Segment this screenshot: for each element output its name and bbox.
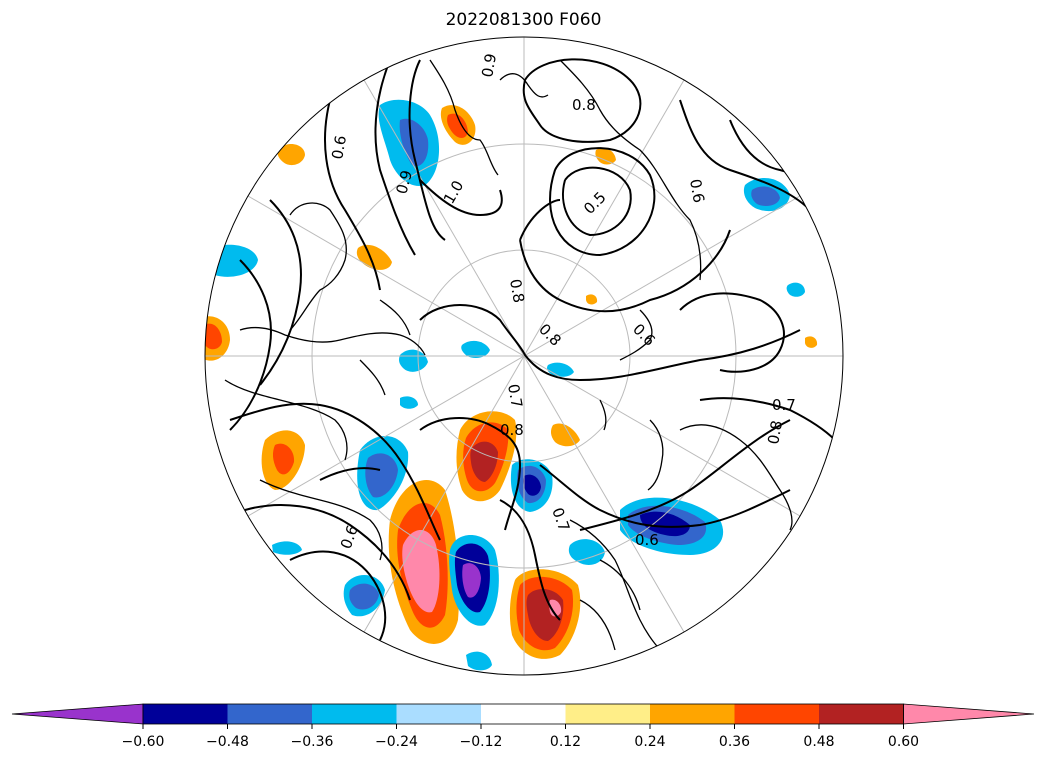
coastline <box>259 479 383 561</box>
contour-label: 0.7 <box>504 383 526 410</box>
contour-line <box>324 99 381 291</box>
colorbar-tick-label: −0.60 <box>122 734 165 750</box>
contour-label: 0.7 <box>772 396 796 414</box>
anomaly-patch-negative <box>568 539 605 565</box>
colorbar-tick-label: −0.36 <box>291 734 334 750</box>
coastline <box>559 59 702 281</box>
anomaly-patch-positive <box>805 336 818 348</box>
colorbar-ticks: −0.60 −0.48 −0.36 −0.24 −0.12 0.12 0.24 0.36 0.4… <box>122 724 919 750</box>
contour-label: 0.6 <box>635 531 659 549</box>
contour-line <box>679 292 785 373</box>
contour-line <box>522 58 642 143</box>
colorbar-extend-low <box>11 703 144 725</box>
anomaly-patch-negative <box>640 511 690 537</box>
contour-label: 0.9 <box>478 52 500 79</box>
contour-line <box>319 467 561 621</box>
colorbar-extend-high <box>903 703 1035 725</box>
contour-line <box>579 419 791 531</box>
coastline <box>647 419 664 491</box>
coastline <box>579 559 641 651</box>
contour-line <box>374 59 416 256</box>
contour-line <box>229 259 272 431</box>
colorbar-tick-label: −0.48 <box>206 734 249 750</box>
colorbar-tick-label: 0.48 <box>803 734 834 750</box>
graticule <box>205 37 843 675</box>
coastline <box>359 299 411 396</box>
colorbar-box <box>143 704 228 724</box>
contour-line <box>229 402 441 541</box>
coastline <box>679 424 793 531</box>
anomaly-patch-positive <box>549 599 562 617</box>
meridian-line <box>247 195 801 517</box>
contour-line <box>419 304 801 382</box>
map-boundary <box>204 36 844 676</box>
colorbar-box <box>734 704 819 724</box>
anomaly-patch-positive <box>586 294 598 305</box>
anomaly-patch-positive <box>595 148 616 165</box>
anomaly-patch-negative <box>400 396 418 409</box>
colorbar-tick-label: 0.12 <box>550 734 581 750</box>
anomaly-patch-negative <box>523 474 541 496</box>
contour-label: 0.6 <box>328 134 350 161</box>
anomaly-patch-negative <box>751 186 780 206</box>
coastline <box>429 59 549 176</box>
colorbar-box <box>227 704 312 724</box>
contour-line <box>699 397 836 441</box>
coastline <box>224 379 348 461</box>
contours <box>229 58 836 641</box>
colorbar-tick-label: 0.36 <box>719 734 750 750</box>
contour-label: 0.9 <box>392 168 416 196</box>
colorbar: −0.60 −0.48 −0.36 −0.24 −0.12 0.12 0.24 0.36 0.4… <box>11 703 1035 750</box>
anomaly-patch-negative <box>272 541 302 555</box>
polar-map: 0.8 0.6 0.9 1.0 0.5 0.9 0.6 0.8 0.7 0.8 … <box>204 36 844 676</box>
anomaly-patch-positive <box>205 323 222 350</box>
anomaly-patch-positive <box>447 113 468 138</box>
anomaly-patch-negative <box>461 340 490 358</box>
map-title: 2022081300 F060 <box>445 10 602 30</box>
contour-line <box>419 179 503 217</box>
colorbar-tick-label: 0.60 <box>888 734 919 750</box>
anomaly-patch-negative <box>349 583 379 610</box>
colorbar-box <box>819 704 904 724</box>
anomaly-patch-positive <box>470 441 498 482</box>
colorbar-tick-label: 0.24 <box>634 734 665 750</box>
colorbar-outline <box>142 703 904 725</box>
contour-label: 0.6 <box>686 178 708 205</box>
colorbar-box <box>650 704 735 724</box>
colorbar-box <box>481 704 566 724</box>
contour-line <box>562 166 632 237</box>
anomaly-patch-negative <box>365 453 398 498</box>
contour-label: 0.8 <box>572 96 596 114</box>
anomaly-patch-positive <box>277 144 305 166</box>
contour-line <box>419 417 522 531</box>
contour-label: 0.8 <box>764 419 786 446</box>
contour-line <box>679 99 811 211</box>
colorbar-tick-label: −0.24 <box>375 734 418 750</box>
anomaly-patch-negative <box>462 563 481 598</box>
anomaly-patch-negative <box>399 349 428 372</box>
contour-label: 0.8 <box>506 278 528 305</box>
colorbar-box <box>396 704 481 724</box>
anomaly-patch-negative <box>466 651 492 671</box>
colorbar-box <box>565 704 650 724</box>
contour-line <box>408 59 446 241</box>
colorbar-box <box>312 704 397 724</box>
coastline <box>569 519 671 661</box>
contour-line <box>539 464 791 528</box>
coastline <box>599 309 653 431</box>
contour-line <box>244 504 411 601</box>
coastline <box>289 202 347 331</box>
contour-line <box>519 199 731 313</box>
anomaly-patch-positive <box>272 443 295 475</box>
contour-label: 0.8 <box>500 421 524 439</box>
contour-line <box>259 199 302 386</box>
coastlines <box>224 59 793 661</box>
anomaly-patches <box>205 99 818 671</box>
contour-line <box>549 147 656 257</box>
contour-line <box>289 550 387 641</box>
anomaly-patch-negative <box>786 282 805 297</box>
colorbar-tick-label: −0.12 <box>460 734 503 750</box>
colorbar-boxes <box>11 703 1035 725</box>
